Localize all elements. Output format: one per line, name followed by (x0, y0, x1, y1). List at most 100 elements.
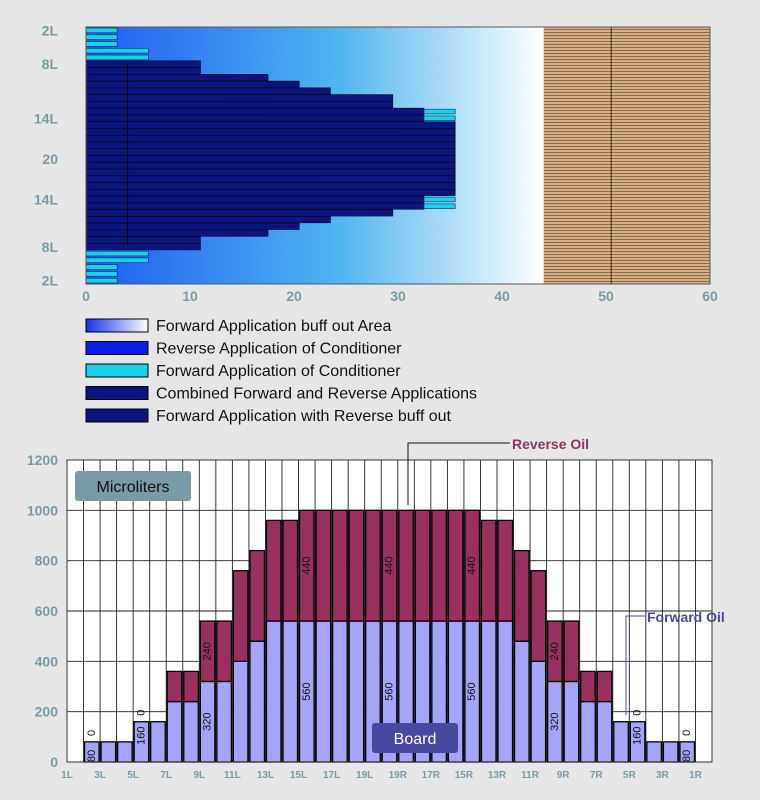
forward-oil-bar (116, 741, 133, 763)
forward-oil-bar (282, 620, 299, 763)
x-tick-label: 19R (389, 770, 408, 781)
forward-oil-bar (166, 700, 183, 763)
buff-bar (86, 40, 544, 48)
forward-oil-bar (662, 741, 679, 763)
buff-bar (86, 54, 544, 62)
forward-oil-bar (216, 680, 233, 763)
bar-data-label: 560 (384, 682, 396, 700)
y-tick-label: 8L (42, 56, 59, 72)
y-tick-label: 800 (35, 553, 59, 569)
bar-data-label: 560 (301, 682, 313, 700)
forward-bar (85, 54, 149, 61)
reverse-oil-bar (530, 570, 547, 662)
bar-data-label: 0 (681, 730, 693, 736)
x-tick-label: 20 (286, 288, 302, 304)
forward-oil-bar (232, 660, 249, 763)
bar-data-label: 160 (135, 727, 147, 745)
combined-bar (85, 175, 456, 183)
combined-bar (85, 107, 425, 116)
x-tick-label: 13R (488, 770, 507, 781)
reverse-oil-bar (298, 509, 315, 622)
forward-oil-bar (331, 620, 348, 763)
x-tick-label: 13L (257, 770, 274, 781)
reverse-oil-bar (265, 519, 282, 622)
legend-label: Reverse Application of Conditioner (156, 341, 402, 358)
combined-bar (85, 216, 331, 224)
buff-bar (86, 27, 544, 35)
x-axis-label: Board (394, 731, 437, 748)
combined-bar (85, 209, 394, 217)
bar-data-label: 80 (681, 750, 693, 762)
reverse-oil-bar (414, 509, 431, 622)
forward-oil-bar (100, 741, 117, 763)
combined-bar (85, 236, 201, 244)
bar-data-label: 240 (202, 642, 214, 660)
bar-data-label: 440 (466, 557, 478, 575)
forward-oil-bar (563, 680, 580, 763)
plot-frame (85, 26, 711, 285)
x-tick-label: 9L (193, 770, 205, 781)
buff-bar (86, 256, 544, 265)
top-chart: 0 10 20 30 40 50 60 2L 8L 14L 20 14L 8L 2L (34, 22, 718, 304)
forward-bar (85, 271, 118, 277)
forward-bar (85, 264, 118, 270)
y-axis-label: Microliters (97, 479, 170, 496)
reverse-oil-bar (447, 509, 464, 622)
reverse-oil-bar (546, 620, 563, 683)
y-tick-label: 2L (42, 273, 59, 289)
buff-bar (86, 236, 544, 244)
legend-swatch (85, 363, 149, 378)
forward-oil-bar (348, 620, 365, 763)
reverse-oil-label: Reverse Oil (512, 436, 589, 452)
x-tick-label: 11R (521, 770, 540, 781)
reverse-oil-bar (315, 509, 332, 622)
forward-oil-bar (513, 640, 530, 763)
bar-data-label: 560 (466, 682, 478, 700)
y-tick-label: 2L (42, 22, 59, 38)
hatched-region (543, 27, 710, 284)
x-tick-label: 30 (390, 288, 406, 304)
reverse-oil-bar (398, 509, 414, 622)
y-tick-label: 20 (42, 151, 58, 167)
combined-bar (85, 60, 201, 68)
forward-oil-bar (530, 660, 547, 763)
y-tick-label: 14L (34, 191, 59, 207)
y-tick-label: 14L (34, 110, 59, 126)
combined-bar (85, 67, 201, 75)
combined-bar (85, 141, 456, 150)
combined-bar (85, 128, 456, 136)
x-tick-label: 15L (290, 770, 307, 781)
forward-bar (423, 196, 456, 203)
buff-bar (86, 33, 544, 41)
y-tick-label: 200 (35, 704, 59, 720)
legend-swatch (85, 341, 149, 355)
forward-bar (85, 34, 118, 40)
y-tick-label: 0 (50, 754, 58, 770)
combined-bar (85, 101, 394, 109)
legend-label: Forward Application of Conditioner (156, 363, 401, 380)
buff-bar (86, 74, 544, 82)
forward-oil-bar (613, 721, 629, 763)
reverse-oil-bar (216, 620, 233, 683)
forward-bar (85, 250, 149, 257)
legend-label: Combined Forward and Reverse Application… (156, 386, 477, 403)
reverse-oil-bar (381, 509, 398, 622)
x-tick-label: 1L (61, 770, 73, 781)
y-tick-label: 400 (35, 653, 59, 669)
reverse-oil-bar (348, 509, 365, 622)
forward-oil-bar (480, 620, 497, 763)
forward-bar (85, 277, 118, 284)
forward-bar (423, 115, 456, 121)
x-tick-label: 7R (590, 770, 604, 781)
reverse-oil-bar (232, 570, 249, 662)
reverse-oil-bar (497, 519, 514, 622)
forward-oil-bar (249, 640, 266, 763)
reverse-oil-bar (166, 670, 183, 703)
reverse-oil-bar (249, 549, 266, 642)
forward-oil-bar (265, 620, 282, 763)
plot-frame (66, 459, 713, 763)
buff-bar (86, 229, 544, 237)
reverse-oil-bar (596, 670, 613, 703)
y-tick-label: 8L (42, 239, 59, 255)
